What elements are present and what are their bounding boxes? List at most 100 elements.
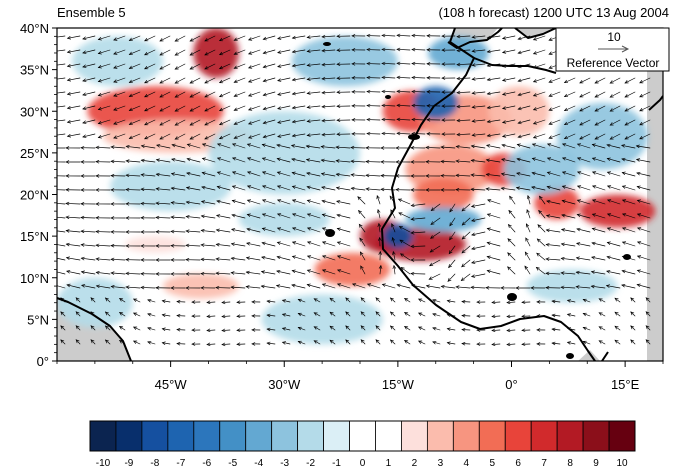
wind-vector-arrow	[506, 328, 516, 333]
wind-vector-arrow	[456, 104, 471, 109]
wind-vector-arrow	[248, 35, 261, 41]
wind-vector-arrow	[276, 143, 291, 149]
wind-vector-arrow	[277, 199, 291, 205]
wind-vector-arrow	[621, 241, 636, 247]
wind-vector-arrow	[140, 216, 156, 220]
wind-vector-arrow	[381, 283, 396, 289]
wind-vector-arrow	[441, 48, 456, 52]
wind-vector-arrow	[545, 228, 561, 233]
wind-vector-arrow	[66, 105, 81, 110]
wind-vector-arrow	[320, 158, 336, 163]
colorbar-label: 5	[489, 458, 495, 469]
wind-vector-arrow	[455, 159, 471, 163]
wind-vector-arrow	[521, 300, 531, 304]
wind-vector-arrow	[630, 297, 636, 303]
wind-vector-arrow	[516, 143, 531, 149]
wind-vector-arrow	[232, 157, 246, 163]
wind-vector-arrow	[306, 63, 321, 67]
wind-vector-arrow	[57, 63, 66, 66]
colorbar-label: -6	[202, 458, 211, 469]
reference-vector-box: 10 Reference Vector	[555, 27, 670, 72]
wind-vector-arrow	[176, 341, 186, 346]
wind-vector-arrow	[441, 104, 456, 108]
wind-vector-arrow	[470, 285, 486, 290]
wind-vector-arrow	[110, 243, 126, 248]
wind-vector-arrow	[221, 314, 231, 319]
wind-vector-arrow	[500, 286, 516, 290]
wind-vector-arrow	[174, 77, 186, 84]
wind-vector-arrow	[517, 35, 531, 41]
wind-vector-arrow	[366, 47, 381, 52]
wind-vector-arrow	[80, 215, 96, 220]
wind-vector-arrow	[536, 238, 546, 247]
wind-vector-arrow	[216, 185, 231, 191]
wind-vector-arrow	[189, 119, 201, 126]
wind-vector-arrow	[456, 90, 471, 95]
wind-vector-arrow	[425, 188, 441, 192]
wind-vector-arrow	[389, 311, 396, 317]
wind-vector-arrow	[380, 160, 396, 164]
wind-vector-arrow	[95, 284, 111, 289]
wind-vector-arrow	[185, 186, 201, 191]
wind-vector-arrow	[159, 77, 171, 84]
wind-vector-arrow	[261, 227, 276, 233]
wind-vector-arrow	[636, 171, 651, 177]
wind-vector-arrow	[448, 259, 456, 269]
wind-vector-arrow	[185, 286, 201, 290]
wind-vector-arrow	[82, 35, 96, 40]
wind-vector-arrow	[313, 340, 321, 345]
wind-vector-arrow	[247, 171, 261, 177]
wind-vector-arrow	[155, 215, 171, 220]
wind-vector-arrow	[125, 216, 141, 220]
colorbar-swatch	[401, 420, 428, 452]
wind-vector-arrow	[230, 271, 246, 275]
wind-vector-arrow	[218, 63, 231, 70]
wind-vector-arrow	[351, 76, 366, 80]
wind-vector-arrow	[200, 271, 216, 276]
wind-vector-arrow	[594, 119, 606, 126]
wind-vector-arrow	[336, 118, 351, 122]
wind-vector-arrow	[636, 255, 651, 261]
wind-vector-arrow	[80, 146, 96, 150]
wind-vector-arrow	[398, 226, 411, 233]
wind-vector-arrow	[455, 285, 471, 289]
wind-vector-arrow	[174, 91, 186, 98]
wind-vector-arrow	[621, 185, 636, 191]
wind-vector-arrow	[351, 62, 366, 66]
wind-vector-arrow	[461, 327, 471, 332]
wind-vector-arrow	[140, 187, 156, 192]
wind-vector-arrow	[251, 300, 261, 304]
wind-vector-arrow	[110, 271, 126, 275]
wind-vector-arrow	[185, 272, 201, 276]
wind-vector-arrow	[516, 157, 531, 163]
wind-vector-arrow	[447, 273, 456, 282]
wind-vector-arrow	[82, 91, 96, 96]
wind-vector-arrow	[336, 104, 351, 108]
wind-vector-arrow	[230, 242, 246, 247]
wind-vector-arrow	[281, 313, 291, 317]
wind-vector-arrow	[329, 311, 336, 317]
wind-vector-arrow	[204, 77, 216, 84]
wind-vector-arrow	[277, 91, 291, 96]
wind-vector-arrow	[624, 91, 636, 98]
wind-vector-arrow	[476, 314, 486, 318]
wind-vector-arrow	[322, 255, 336, 261]
wind-vector-arrow	[381, 117, 396, 122]
wind-vector-arrow	[524, 265, 531, 275]
colorbar-swatch	[193, 420, 221, 452]
wind-vector-arrow	[140, 173, 156, 177]
wind-vector-arrow	[231, 228, 246, 233]
wind-vector-arrow	[125, 187, 141, 192]
wind-vector-arrow	[336, 90, 351, 94]
wind-vector-arrow	[320, 145, 336, 149]
wind-vector-arrow	[591, 227, 606, 233]
wind-vector-arrow	[517, 133, 531, 139]
wind-vector-arrow	[140, 158, 156, 163]
wind-vector-arrow	[125, 159, 141, 163]
wind-vector-arrow	[80, 160, 96, 164]
europe-coastline	[514, 28, 557, 39]
anomaly-blob	[261, 294, 383, 345]
wind-vector-arrow	[248, 49, 261, 55]
colorbar-label: -4	[254, 458, 263, 469]
